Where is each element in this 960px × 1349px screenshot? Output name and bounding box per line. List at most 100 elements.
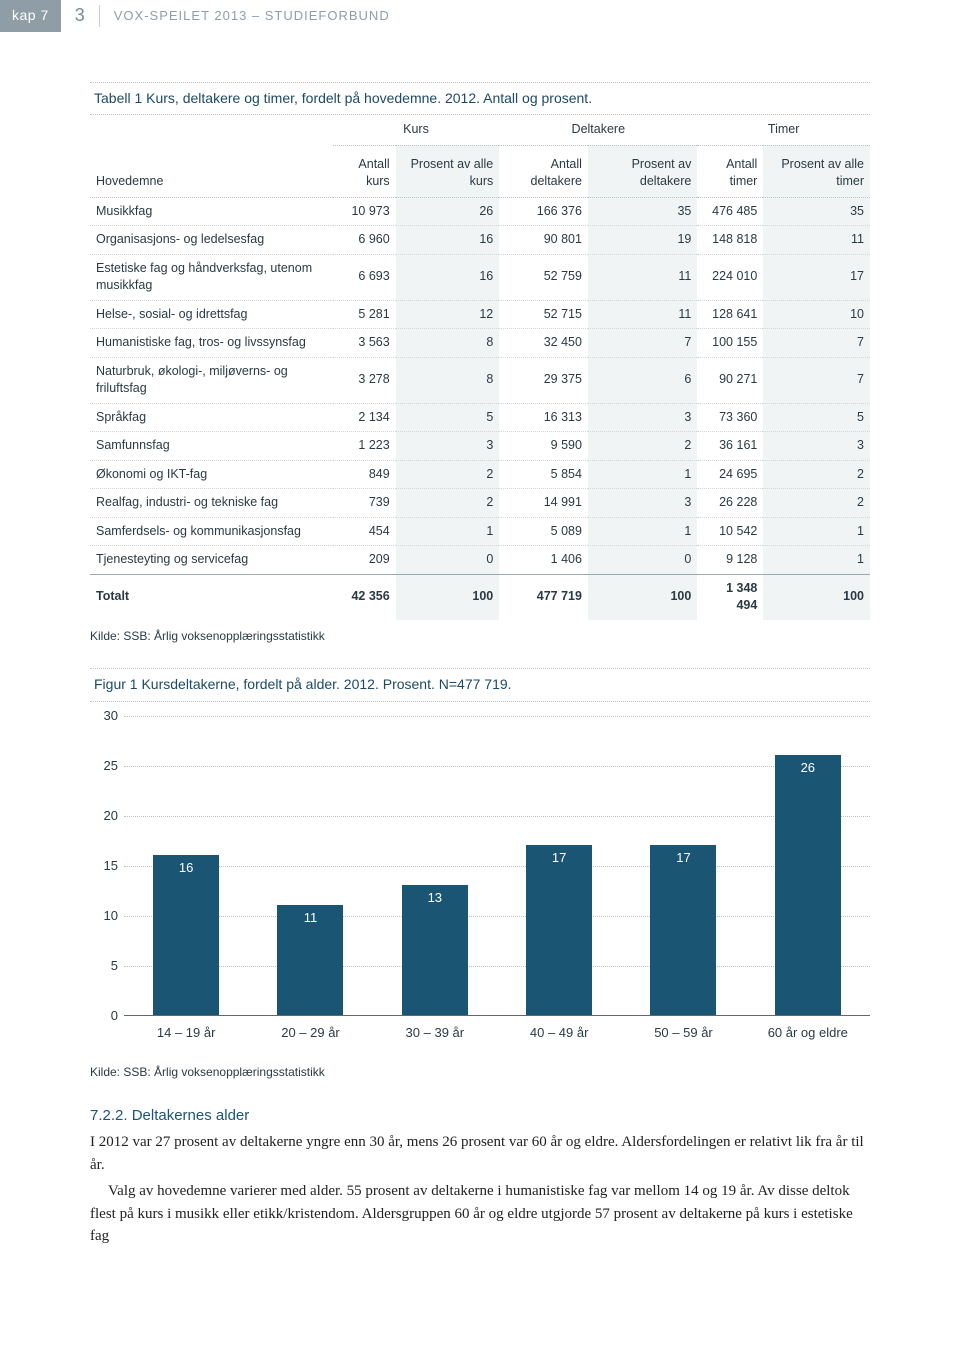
bar-value-label: 13 <box>402 889 468 907</box>
table-source: Kilde: SSB: Årlig voksenopplæringsstatis… <box>90 628 870 645</box>
cell: 36 161 <box>697 432 763 461</box>
row-label: Organisasjons- og ledelsesfag <box>90 226 333 255</box>
table-row: Musikkfag10 97326166 37635476 48535 <box>90 197 870 226</box>
figure-title: Figur 1 Kursdeltakerne, fordelt på alder… <box>94 676 512 692</box>
cell: 16 <box>396 226 500 255</box>
cell: 8 <box>396 329 500 358</box>
row-label: Tjenesteyting og servicefag <box>90 546 333 575</box>
cell: 2 <box>588 432 697 461</box>
bar: 13 <box>402 885 468 1015</box>
cell: 100 <box>396 574 500 620</box>
cell: 10 <box>763 300 870 329</box>
cell: 1 <box>763 546 870 575</box>
cell: 10 973 <box>333 197 396 226</box>
bar: 16 <box>153 855 219 1015</box>
group-kurs: Kurs <box>333 115 500 145</box>
cell: 2 <box>396 460 500 489</box>
cell: 128 641 <box>697 300 763 329</box>
cell: 42 356 <box>333 574 396 620</box>
figure-source: Kilde: SSB: Årlig voksenopplæringsstatis… <box>90 1064 870 1081</box>
cell: 29 375 <box>499 357 588 403</box>
cell: 5 854 <box>499 460 588 489</box>
table-1: Hovedemne Kurs Deltakere Timer Antall ku… <box>90 115 870 620</box>
cell: 100 <box>763 574 870 620</box>
col-antall-kurs: Antall kurs <box>333 145 396 197</box>
x-axis-label: 60 år og eldre <box>746 1024 870 1042</box>
table-row: Estetiske fag og håndverksfag, utenom mu… <box>90 254 870 300</box>
figure-title-box: Figur 1 Kursdeltakerne, fordelt på alder… <box>90 668 870 702</box>
y-axis-label: 30 <box>90 707 118 725</box>
cell: 16 <box>396 254 500 300</box>
table-row: Tjenesteyting og servicefag20901 40609 1… <box>90 546 870 575</box>
bar-slot: 17 <box>497 716 621 1015</box>
x-axis-label: 50 – 59 år <box>621 1024 745 1042</box>
cell: 739 <box>333 489 396 518</box>
body-text: 7.2.2. Deltakernes alder I 2012 var 27 p… <box>90 1105 870 1248</box>
bar-value-label: 17 <box>650 849 716 867</box>
cell: 11 <box>588 300 697 329</box>
cell: 2 134 <box>333 403 396 432</box>
cell: 90 801 <box>499 226 588 255</box>
cell: 2 <box>763 489 870 518</box>
y-axis-label: 5 <box>90 957 118 975</box>
cell: 1 <box>763 517 870 546</box>
cell: 32 450 <box>499 329 588 358</box>
y-axis-label: 20 <box>90 807 118 825</box>
bar-slot: 16 <box>124 716 248 1015</box>
y-axis-label: 25 <box>90 757 118 775</box>
row-label: Realfag, industri- og tekniske fag <box>90 489 333 518</box>
bar-value-label: 26 <box>775 759 841 777</box>
cell: 1 348 494 <box>697 574 763 620</box>
x-axis-label: 30 – 39 år <box>373 1024 497 1042</box>
cell: 849 <box>333 460 396 489</box>
row-label: Estetiske fag og håndverksfag, utenom mu… <box>90 254 333 300</box>
cell: 2 <box>396 489 500 518</box>
bar-value-label: 16 <box>153 859 219 877</box>
cell: 26 228 <box>697 489 763 518</box>
y-axis-label: 15 <box>90 857 118 875</box>
bar: 17 <box>526 845 592 1015</box>
x-axis-label: 40 – 49 år <box>497 1024 621 1042</box>
cell: 148 818 <box>697 226 763 255</box>
cell: 6 960 <box>333 226 396 255</box>
x-axis-labels: 14 – 19 år20 – 29 år30 – 39 år40 – 49 år… <box>124 1024 870 1042</box>
table-row: Samfunnsfag1 22339 590236 1613 <box>90 432 870 461</box>
bar: 11 <box>277 905 343 1015</box>
row-label: Samfunnsfag <box>90 432 333 461</box>
row-label: Språkfag <box>90 403 333 432</box>
table-row: Humanistiske fag, tros- og livssynsfag3 … <box>90 329 870 358</box>
figure-1-chart: 051015202530161113171726 14 – 19 år20 – … <box>90 716 870 1056</box>
row-label: Musikkfag <box>90 197 333 226</box>
bar-value-label: 17 <box>526 849 592 867</box>
header-separator <box>99 5 100 27</box>
bar: 17 <box>650 845 716 1015</box>
cell: 454 <box>333 517 396 546</box>
cell: 209 <box>333 546 396 575</box>
cell: 1 223 <box>333 432 396 461</box>
bar-slot: 13 <box>373 716 497 1015</box>
col-antall-deltakere: Antall deltakere <box>499 145 588 197</box>
row-label: Økonomi og IKT-fag <box>90 460 333 489</box>
cell: 1 <box>588 517 697 546</box>
col-antall-timer: Antall timer <box>697 145 763 197</box>
table-row: Samferdsels- og kommunikasjonsfag45415 0… <box>90 517 870 546</box>
cell: 166 376 <box>499 197 588 226</box>
table-row: Organisasjons- og ledelsesfag6 9601690 8… <box>90 226 870 255</box>
cell: 11 <box>763 226 870 255</box>
cell: 35 <box>588 197 697 226</box>
cell: 0 <box>396 546 500 575</box>
cell: 24 695 <box>697 460 763 489</box>
cell: 12 <box>396 300 500 329</box>
cell: 9 128 <box>697 546 763 575</box>
page-number: 3 <box>75 3 85 28</box>
cell: 1 406 <box>499 546 588 575</box>
cell: 7 <box>588 329 697 358</box>
row-label: Samferdsels- og kommunikasjonsfag <box>90 517 333 546</box>
cell: 3 <box>396 432 500 461</box>
cell: 476 485 <box>697 197 763 226</box>
cell: 5 <box>396 403 500 432</box>
cell: 0 <box>588 546 697 575</box>
cell: 7 <box>763 329 870 358</box>
cell: 73 360 <box>697 403 763 432</box>
cell: 52 715 <box>499 300 588 329</box>
